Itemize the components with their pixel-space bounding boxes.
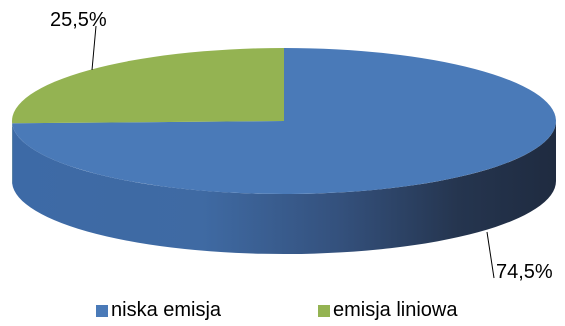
legend-label-niska-emisja: niska emisja [111, 299, 222, 321]
pie-side-niska-emisja [12, 121, 556, 255]
leader-line-niska-emisja [486, 231, 495, 279]
legend-item-emisja-liniowa: emisja liniowa [318, 299, 458, 322]
pie-slice-niska-emisja [12, 48, 556, 195]
data-label-emisja-liniowa: 25,5% [50, 9, 107, 31]
pie-depth-sides [11, 121, 556, 255]
leader-lines [91, 25, 495, 279]
legend-item-niska-emisja: niska emisja [96, 299, 221, 322]
pie-slice-emisja-liniowa [11, 48, 285, 124]
data-label-niska-emisja: 74,5% [496, 261, 553, 283]
pie-top-faces [11, 48, 556, 195]
legend-swatch-niska-emisja [96, 304, 108, 317]
legend: niska emisja emisja liniowa [0, 299, 565, 326]
data-labels: 74,5% 25,5% [50, 9, 553, 283]
legend-swatch-emisja-liniowa [318, 304, 330, 317]
legend-label-emisja-liniowa: emisja liniowa [333, 299, 458, 321]
leader-line-emisja-liniowa [91, 25, 97, 71]
